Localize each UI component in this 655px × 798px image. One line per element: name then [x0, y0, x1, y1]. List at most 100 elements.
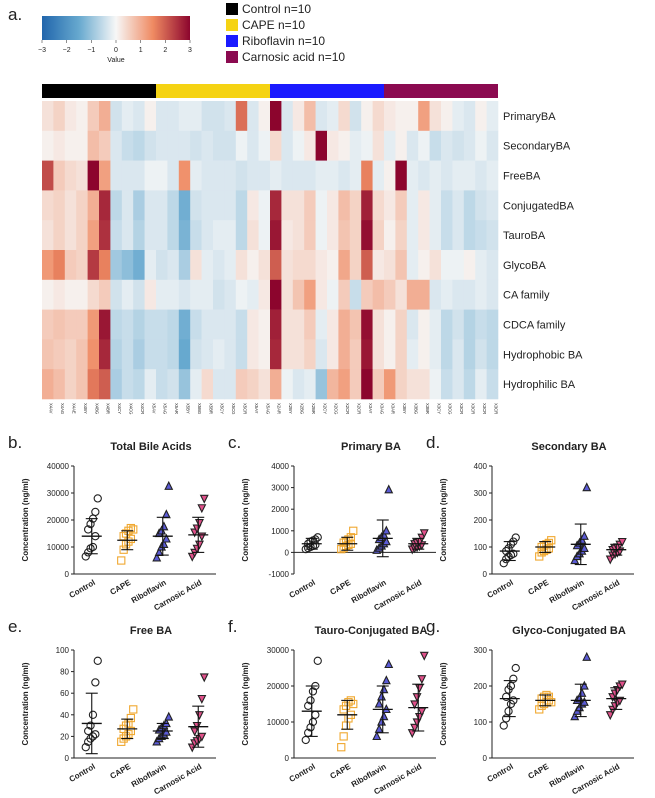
heatmap-cell — [486, 369, 499, 400]
heatmap-col-label: X2BR — [311, 403, 316, 414]
heatmap-cell — [429, 101, 442, 132]
heatmap-cell — [475, 250, 487, 281]
data-point — [410, 700, 420, 710]
heatmap-cell — [201, 250, 214, 281]
data-point — [506, 681, 516, 691]
data-point — [197, 694, 207, 704]
heatmap-cell — [258, 160, 271, 191]
data-point — [511, 663, 520, 673]
data-point — [159, 521, 169, 531]
data-point — [88, 710, 98, 719]
heatmap-cell — [178, 250, 191, 281]
heatmap-cell — [452, 250, 465, 281]
heatmap-cell — [292, 250, 305, 281]
heatmap-cell — [395, 369, 408, 400]
heatmap-cell — [247, 190, 259, 221]
data-point — [341, 721, 351, 730]
heatmap-row-label: Hydrophobic BA — [503, 349, 583, 361]
heatmap-cell — [395, 101, 408, 132]
heatmap-cell — [99, 309, 111, 340]
data-point — [577, 687, 587, 697]
data-point — [194, 711, 204, 721]
heatmap-cell — [178, 220, 191, 251]
heatmap-cell — [156, 369, 168, 400]
data-point — [379, 711, 389, 721]
heatmap-cell — [270, 130, 282, 161]
data-point — [124, 537, 133, 546]
data-point — [126, 534, 135, 544]
data-point — [308, 717, 318, 727]
heatmap-cell — [406, 250, 419, 281]
colorbar-label: Value — [107, 57, 124, 64]
heatmap-cell — [463, 369, 476, 400]
heatmap-cell — [53, 250, 66, 281]
heatmap-cell — [133, 279, 145, 310]
heatmap-cell — [441, 220, 453, 251]
data-point — [499, 721, 508, 730]
heatmap-row-label: CDCA family — [503, 320, 566, 332]
heatmap-cell — [304, 130, 316, 161]
heatmap-col-label: X5BR — [208, 403, 213, 414]
heatmap-cell — [190, 339, 202, 370]
heatmap-cell — [281, 190, 294, 221]
heatmap-cell — [99, 101, 111, 132]
data-point — [379, 684, 389, 694]
heatmap-cell — [361, 101, 373, 132]
heatmap-cell — [304, 279, 316, 310]
heatmap-cell — [418, 250, 430, 281]
heatmap-cell — [224, 279, 237, 310]
heatmap-cell — [213, 369, 225, 400]
heatmap-col-label: X2CG — [334, 403, 339, 414]
data-point — [617, 680, 627, 690]
heatmap-col-label: X3CR — [493, 403, 498, 414]
heatmap-cell — [76, 279, 88, 310]
heatmap-cell — [270, 339, 282, 370]
heatmap-cell — [349, 309, 362, 340]
heatmap-cell — [167, 220, 180, 251]
heatmap-cell — [384, 220, 396, 251]
heatmap-cell — [224, 190, 237, 221]
heatmap-cell — [418, 190, 430, 221]
data-point — [374, 723, 384, 733]
legend-swatch — [226, 51, 238, 63]
y-axis-label: Concentration (ng/ml) — [241, 662, 250, 745]
heatmap-cell — [224, 101, 237, 132]
heatmap-row-label: TauroBA — [503, 230, 546, 242]
heatmap-cell — [384, 160, 396, 191]
data-point — [159, 538, 169, 548]
heatmap-cell — [270, 160, 282, 191]
heatmap-cell — [76, 130, 88, 161]
heatmap-cell — [384, 250, 396, 281]
data-point — [414, 684, 424, 694]
heatmap-cell — [304, 160, 316, 191]
y-axis-label: Concentration (ng/ml) — [439, 662, 448, 745]
heatmap-cell — [110, 220, 123, 251]
heatmap-col-label: X2CY — [322, 403, 327, 414]
heatmap-cell — [110, 369, 123, 400]
heatmap-cell — [76, 160, 88, 191]
y-tick-label: 10000 — [267, 718, 290, 727]
x-tick-label: Control — [288, 578, 317, 600]
heatmap-cell — [452, 220, 465, 251]
data-point — [199, 494, 209, 504]
scatter-panel: f. Tauro-Conjugated BA 0 10000 20000 30000 Con… — [228, 617, 436, 796]
heatmap-cell — [87, 369, 100, 400]
heatmap-cell — [53, 190, 66, 221]
data-point — [582, 651, 592, 661]
heatmap-cell — [235, 101, 248, 132]
heatmap-cell — [235, 279, 248, 310]
data-point — [308, 687, 318, 696]
legend-label: Control n=10 — [242, 2, 311, 16]
heatmap-col-label: X2BY — [288, 403, 293, 414]
heatmap-cell — [395, 190, 408, 221]
heatmap-cell — [190, 101, 202, 132]
heatmap-cell — [167, 339, 180, 370]
heatmap-cell — [292, 101, 305, 132]
data-point — [381, 525, 391, 535]
heatmap-col-label: X4BY — [83, 403, 88, 414]
heatmap-cell — [281, 130, 294, 161]
y-tick-label: 100 — [474, 543, 488, 552]
heatmap-cell — [201, 339, 214, 370]
heatmap-cell — [87, 220, 100, 251]
heatmap-cell — [235, 160, 248, 191]
